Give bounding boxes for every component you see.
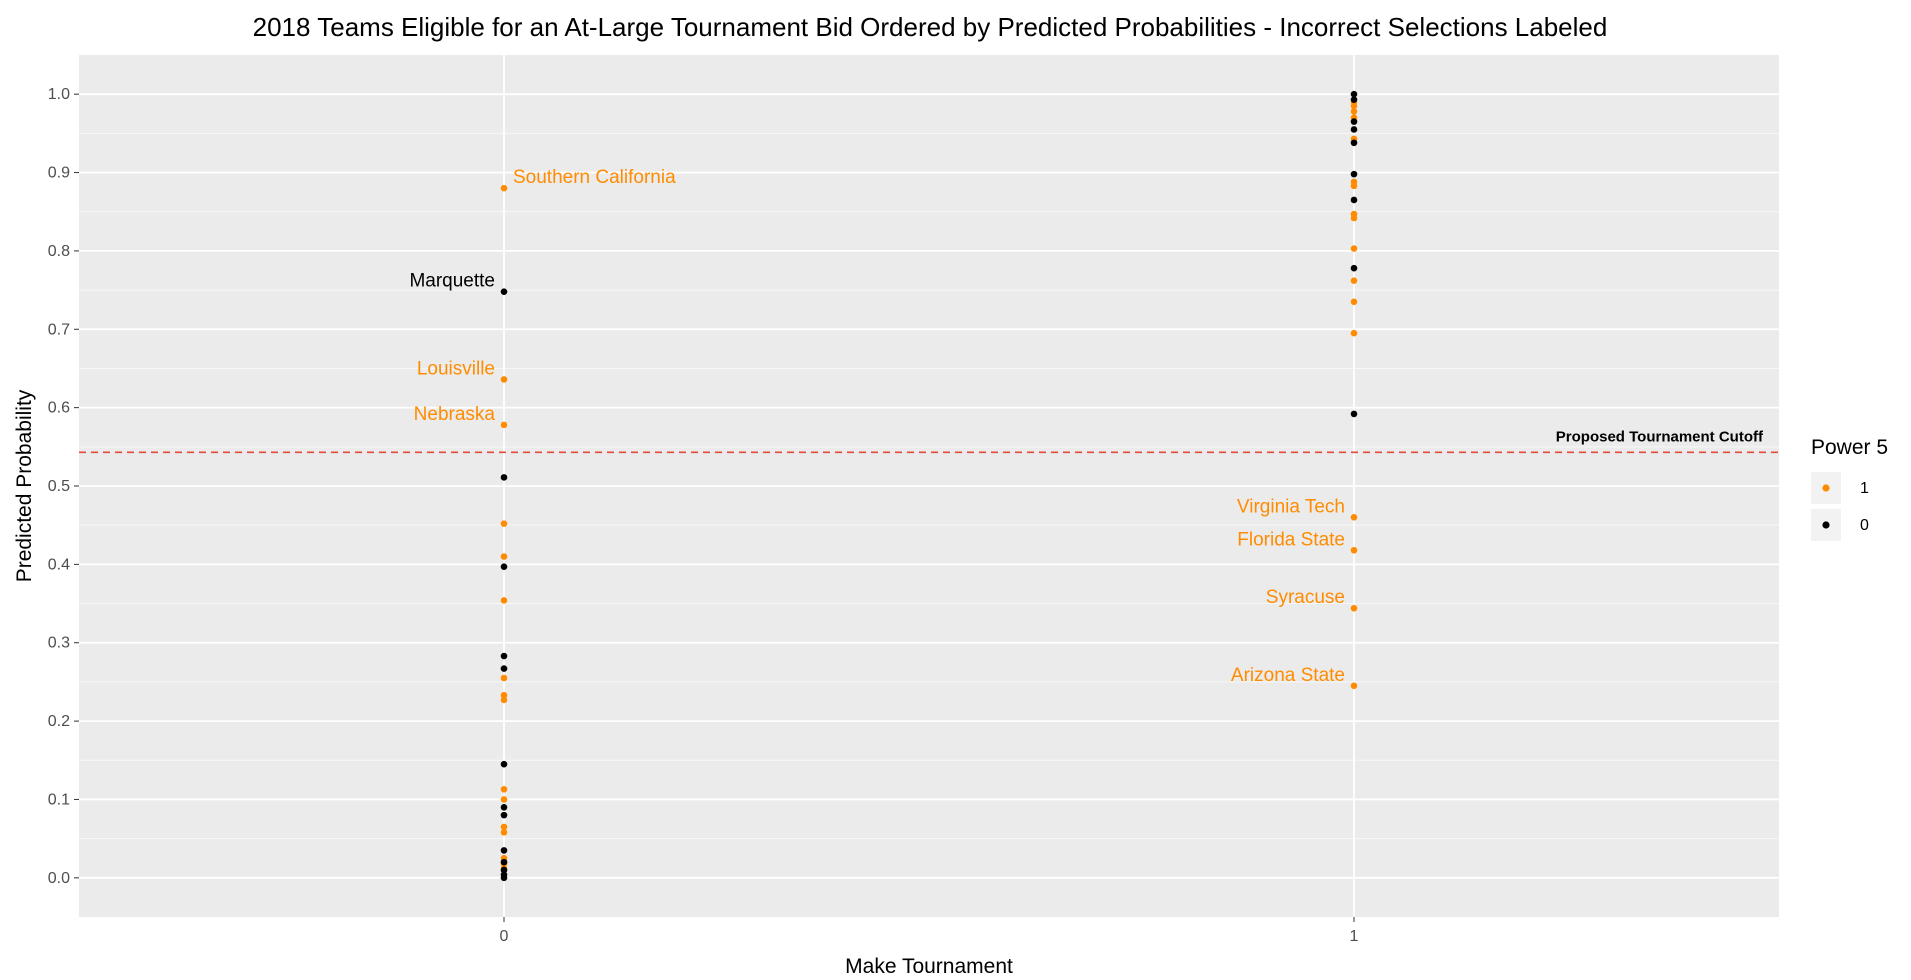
data-point [1350, 604, 1358, 612]
data-point [1350, 245, 1358, 252]
y-tick-label: 0.5 [48, 478, 70, 495]
data-point [1350, 410, 1358, 418]
data-point [500, 376, 508, 383]
data-point [500, 597, 508, 604]
y-tick-label: 0.6 [48, 400, 70, 417]
data-point [500, 847, 508, 854]
point-label: Arizona State [1231, 665, 1345, 686]
gridlines [79, 55, 1779, 917]
y-tick-label: 0.4 [48, 556, 70, 573]
point-label: Louisville [417, 358, 495, 379]
data-point [1350, 108, 1358, 115]
data-point [500, 184, 508, 192]
data-point [1350, 329, 1358, 337]
data-point [500, 866, 508, 874]
data-point [1350, 214, 1358, 222]
data-point [500, 421, 508, 429]
data-point [500, 674, 508, 682]
point-label: Marquette [409, 271, 495, 292]
data-point [500, 474, 508, 481]
y-axis-ticks: 0.0 0.1 0.2 0.3 0.4 0.5 0.6 0.7 0.8 0.9 1.0 [48, 86, 79, 887]
data-point [500, 665, 508, 672]
data-point [500, 696, 508, 704]
legend-label: 1 [1860, 480, 1869, 497]
data-point [1350, 90, 1358, 98]
legend-entries: 10 [1811, 472, 1869, 541]
data-point [1350, 277, 1358, 284]
data-point [1350, 96, 1358, 103]
y-tick-label: 0.7 [48, 321, 70, 338]
y-tick-label: 0.1 [48, 791, 70, 808]
data-point [500, 760, 508, 768]
data-point [1350, 182, 1358, 190]
data-point [500, 823, 508, 831]
data-point [500, 803, 508, 811]
data-point [500, 288, 508, 295]
data-point [500, 829, 508, 836]
legend: Power 5 10 [1811, 436, 1888, 541]
y-tick-label: 1.0 [48, 86, 70, 103]
y-tick-label: 0.0 [48, 870, 70, 887]
data-point [1350, 126, 1358, 133]
x-axis-title: Make Tournament [845, 955, 1013, 978]
y-axis-title: Predicted Probability [13, 389, 36, 582]
legend-point [1822, 484, 1830, 492]
data-point [1350, 546, 1358, 554]
point-labels: Southern California Louisville Nebraska Vir… [409, 167, 1345, 686]
data-point [500, 874, 508, 882]
data-points [500, 90, 1358, 882]
data-point [1350, 102, 1358, 110]
data-point [1350, 196, 1358, 204]
point-label: Southern California [513, 167, 676, 188]
y-tick-label: 0.8 [48, 243, 70, 260]
y-tick-label: 0.9 [48, 165, 70, 182]
data-point [1350, 170, 1358, 178]
point-label: Nebraska [414, 404, 496, 425]
data-point [1350, 139, 1358, 147]
data-point [500, 785, 508, 793]
data-point [1350, 298, 1358, 306]
point-label: Florida State [1237, 529, 1345, 550]
data-point [500, 858, 508, 866]
y-tick-label: 0.2 [48, 713, 70, 730]
data-point [500, 563, 508, 571]
legend-title: Power 5 [1811, 436, 1888, 459]
point-label: Virginia Tech [1237, 496, 1345, 517]
data-point [1350, 682, 1358, 690]
chart-title: 2018 Teams Eligible for an At-Large Tour… [253, 12, 1608, 42]
data-point [500, 796, 508, 803]
y-tick-label: 0.3 [48, 635, 70, 652]
data-point [500, 520, 508, 527]
data-point [500, 553, 508, 560]
legend-label: 0 [1860, 517, 1869, 534]
x-tick-label: 0 [500, 928, 509, 945]
data-point [1350, 264, 1358, 272]
legend-point [1822, 521, 1830, 529]
cutoff-label: Proposed Tournament Cutoff [1556, 428, 1764, 445]
data-point [500, 652, 508, 660]
data-point [500, 691, 508, 699]
point-label: Syracuse [1266, 587, 1345, 608]
data-point [1350, 118, 1358, 125]
data-point [1350, 514, 1358, 521]
data-point [500, 811, 508, 819]
x-tick-label: 1 [1350, 928, 1359, 945]
